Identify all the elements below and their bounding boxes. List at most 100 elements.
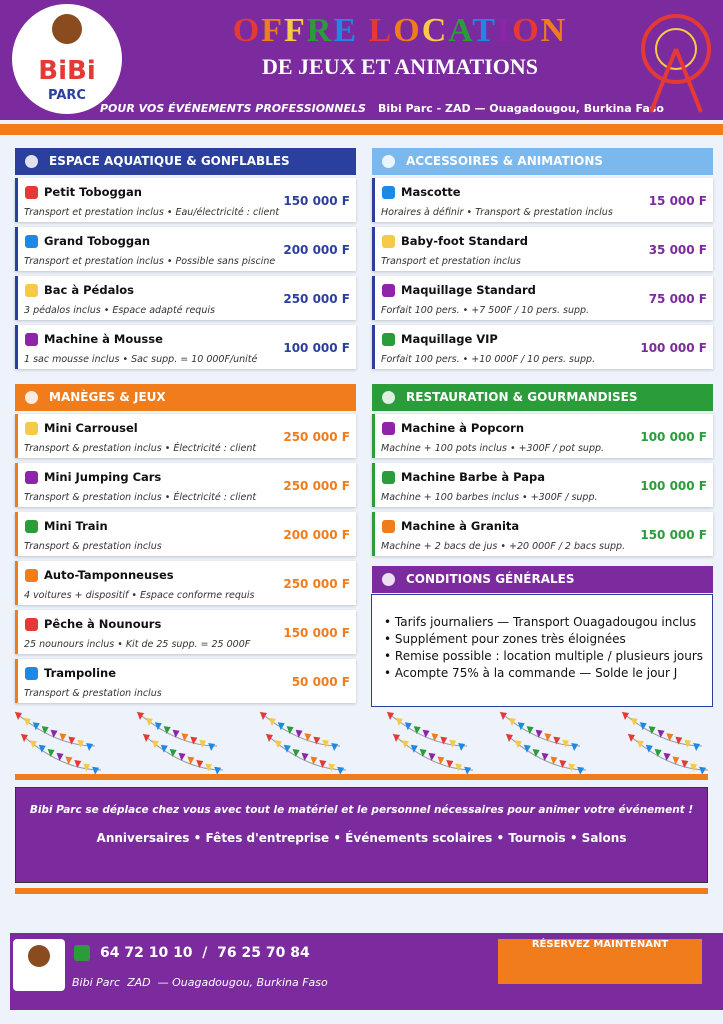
bunting-flag [672, 756, 680, 765]
divider [15, 774, 708, 780]
logo: BiBi PARC [12, 4, 122, 114]
item-name: Machine à Popcorn [401, 421, 525, 435]
reserve-button[interactable]: RÉSERVEZ MAINTENANT [498, 939, 702, 984]
bunting-flag [83, 763, 91, 772]
bunting-flag [310, 756, 318, 765]
bunting-flag [196, 760, 204, 769]
bunting-flag [145, 717, 153, 726]
bunting-flag [214, 766, 222, 775]
item-card: Maquillage VIP Forfait 100 pers. • +10 00… [372, 325, 713, 369]
bunting-string [136, 711, 218, 747]
bunting-flag [535, 729, 543, 738]
logo-mascot [52, 14, 82, 44]
bunting-string [14, 711, 96, 747]
item-price: 250 000 F [283, 479, 350, 493]
bunting-flag [319, 760, 327, 769]
bunting-flag [274, 740, 282, 749]
item-desc: Transport & prestation inclus [24, 541, 162, 552]
footer: 64 72 10 10 / 76 25 70 84 Bibi Parc ZAD … [10, 933, 723, 1010]
bunting-flag [532, 748, 540, 757]
section-header: MANÈGES & JEUX [15, 384, 356, 411]
bunting-flag [639, 722, 647, 731]
item-price: 150 000 F [640, 528, 707, 542]
banner-events: Anniversaires • Fêtes d'entreprise • Évé… [96, 831, 627, 845]
banner-text: Bibi Parc se déplace chez vous avec tout… [29, 804, 694, 816]
bunting-flag [143, 734, 150, 742]
item-price: 50 000 F [291, 675, 350, 689]
item-price: 100 000 F [640, 479, 707, 493]
item-name: Pêche à Nounours [44, 617, 162, 631]
bunting-flag [190, 736, 198, 745]
bunting-flag [559, 760, 567, 769]
item-price: 100 000 F [283, 341, 350, 355]
item-desc: Forfait 100 pers. • +7 500F / 10 pers. s… [381, 305, 590, 316]
item-card: Mini Jumping Cars Transport & prestation … [15, 463, 356, 507]
phone: 64 72 10 10 / 76 25 70 84 [100, 945, 310, 961]
bunting-flag [187, 756, 195, 765]
item-icon [382, 520, 395, 533]
item-desc: Transport & prestation inclus • Électric… [24, 492, 257, 503]
item-name: Machine à Mousse [44, 332, 163, 346]
item-name: Machine à Granita [401, 519, 520, 533]
bunting-string [386, 711, 468, 747]
bunting-flag [266, 734, 273, 742]
item-icon [382, 333, 395, 346]
bunting-flag [283, 744, 291, 753]
bunting-flag [526, 726, 534, 735]
bunting-flag [23, 717, 31, 726]
bunting-string [20, 733, 102, 771]
bunting-flag [577, 766, 585, 775]
item-desc: 3 pédalos inclus • Espace adapté requis [24, 305, 215, 316]
bunting-flag [337, 766, 345, 775]
condition-row: • Remise possible : location multiple / … [384, 649, 712, 663]
header-strip [0, 124, 723, 135]
item-icon [382, 235, 395, 248]
bunting-string [265, 733, 347, 771]
bullet: • [384, 615, 395, 629]
bunting-flag [622, 712, 629, 720]
item-desc: 1 sac mousse inclus • Sac supp. = 10 000… [24, 354, 258, 365]
bunting-flag [331, 742, 339, 751]
item-name: Mascotte [401, 185, 461, 199]
bunting-flag [38, 744, 46, 753]
bunting-flag [500, 712, 507, 720]
bunting-flag [544, 733, 552, 742]
item-card: Mascotte Horaires à définir • Transport &… [372, 178, 713, 222]
item-card: Maquillage Standard Forfait 100 pers. • +… [372, 276, 713, 320]
phone-icon [74, 945, 90, 961]
bunting-flag [32, 722, 40, 731]
bunting-flag [395, 717, 403, 726]
section-icon [382, 391, 395, 404]
bunting-flag [208, 742, 216, 751]
bunting-flag [449, 739, 457, 748]
bunting-flag [514, 740, 522, 749]
bunting-flag [553, 736, 561, 745]
bunting-flag [410, 744, 418, 753]
bunting-flag [181, 733, 189, 742]
item-icon [382, 186, 395, 199]
bunting-flag [654, 748, 662, 757]
bunting-flag [151, 740, 159, 749]
section-title: MANÈGES & JEUX [49, 390, 166, 404]
bunting-flag [154, 722, 162, 731]
section-icon [25, 391, 38, 404]
item-icon [382, 471, 395, 484]
section-icon [382, 155, 395, 168]
item-card: Baby-foot Standard Transport et prestatio… [372, 227, 713, 271]
item-price: 200 000 F [283, 243, 350, 257]
item-card: Machine à Popcorn Machine + 100 pots incl… [372, 414, 713, 458]
item-desc: 4 voitures + dispositif • Espace conform… [24, 590, 255, 601]
item-name: Grand Toboggan [44, 234, 151, 248]
item-price: 15 000 F [648, 194, 707, 208]
bullet: • [384, 632, 395, 646]
bunting-flag [681, 760, 689, 769]
bunting-flag [172, 729, 180, 738]
bunting-flag [59, 733, 67, 742]
section-title: ESPACE AQUATIQUE & GONFLABLES [49, 154, 290, 168]
bunting-flag [657, 729, 665, 738]
title: OFFRE LOCATION [232, 12, 568, 49]
bunting-flag [328, 763, 336, 772]
bunting-flag [199, 739, 207, 748]
logo-sub: PARC [48, 88, 86, 103]
bunting-flag [645, 744, 653, 753]
